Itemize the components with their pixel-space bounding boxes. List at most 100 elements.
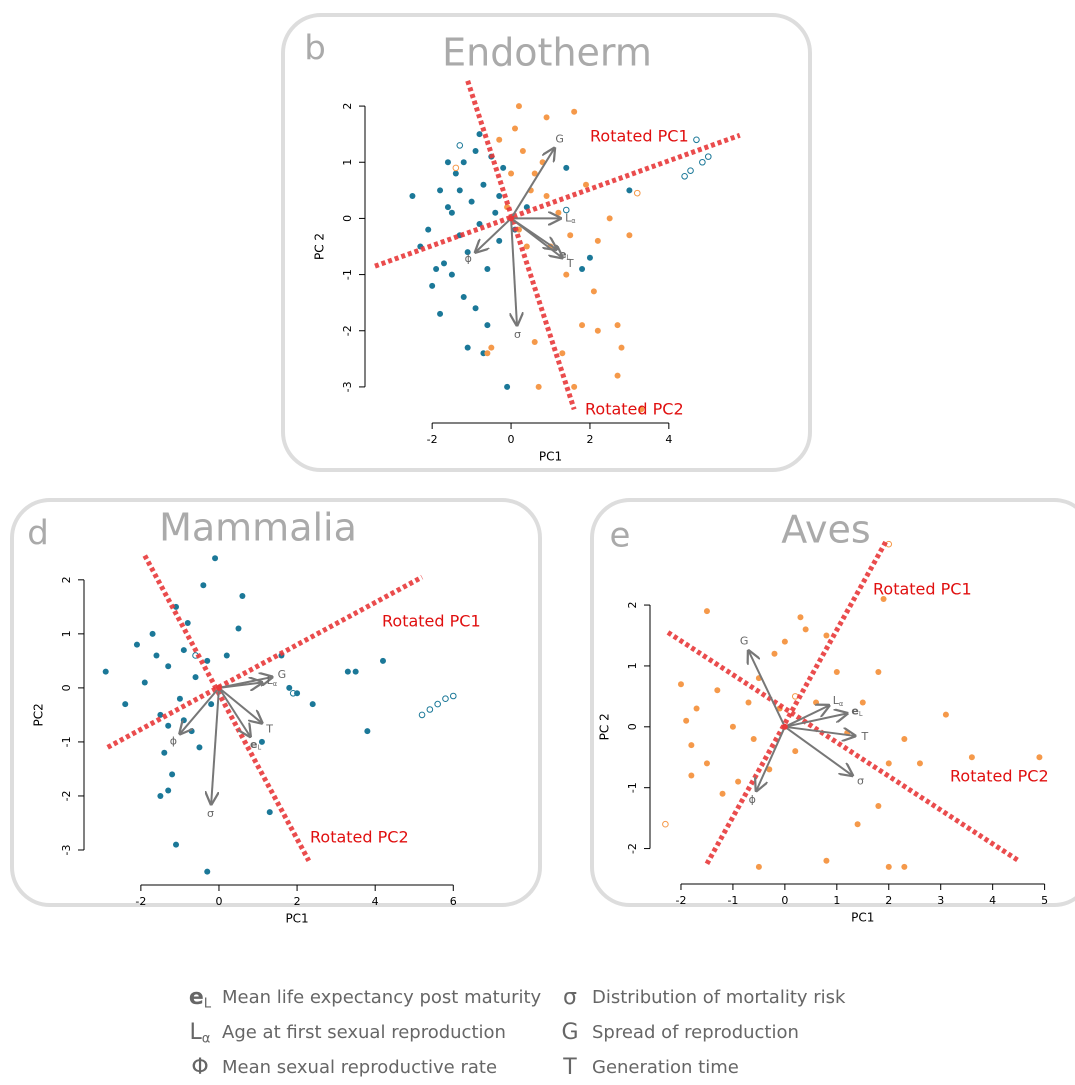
data-point (626, 232, 633, 239)
data-point (165, 722, 172, 729)
data-point (426, 706, 434, 713)
data-point (496, 192, 503, 199)
x-axis-label: PC1 (285, 912, 308, 926)
arrow-label-subscript: L (859, 710, 863, 718)
panel-title: Endotherm (442, 31, 652, 75)
x-tick-label: 4 (665, 433, 672, 446)
data-point (703, 760, 710, 767)
data-point (409, 192, 416, 199)
data-point (379, 657, 386, 664)
data-point (200, 582, 207, 589)
data-point (797, 614, 804, 621)
y-tick-label: 1 (626, 662, 639, 669)
data-point (942, 711, 949, 718)
data-point (496, 136, 503, 143)
data-point (1036, 754, 1043, 761)
data-point (492, 209, 499, 216)
data-point (418, 711, 426, 719)
x-tick-label: 2 (885, 894, 892, 907)
data-point (188, 728, 195, 735)
panel-frame (10, 498, 542, 907)
data-point (875, 669, 882, 676)
data-point (618, 344, 625, 351)
data-point (563, 164, 570, 171)
data-point (885, 863, 892, 870)
data-point (157, 792, 164, 799)
arrow-label: ϕ (749, 793, 756, 806)
data-point (364, 728, 371, 735)
legend-symbol-subscript: L (204, 997, 212, 1012)
legend-text: Distribution of mortality risk (592, 987, 846, 1008)
legend-text: Mean life expectancy post maturity (222, 987, 542, 1008)
data-point (543, 114, 550, 121)
data-point (212, 555, 219, 562)
y-tick-label: 1 (341, 159, 354, 166)
panel-frame (590, 498, 1075, 907)
x-tick-label: 4 (372, 895, 379, 908)
data-point (204, 657, 211, 664)
data-point (916, 760, 923, 767)
data-point (180, 717, 187, 724)
y-axis-label: PC 2 (313, 233, 327, 260)
arrow-label-symbol: ϕ (465, 252, 472, 265)
rotated-axis (704, 539, 889, 865)
x-axis-label: PC1 (851, 911, 874, 925)
legend-symbol-symbol: T (562, 1055, 577, 1080)
data-point (579, 322, 586, 329)
rotated-axis (666, 630, 1021, 863)
x-tick-label: 0 (215, 895, 222, 908)
data-point (184, 620, 191, 627)
data-point (504, 383, 511, 390)
legend-symbol: σ (563, 985, 577, 1010)
x-tick-label: 2 (586, 433, 593, 446)
data-point (579, 265, 586, 272)
legend-symbol-symbol: G (561, 1020, 578, 1045)
y-tick-label: -1 (60, 736, 73, 747)
legend-symbol: Lα (190, 1020, 211, 1047)
data-point (662, 820, 669, 828)
data-point (352, 668, 359, 675)
data-point (880, 595, 887, 602)
legend-symbol: T (562, 1055, 577, 1080)
arrow-label-symbol: e (851, 704, 858, 717)
data-point (571, 383, 578, 390)
arrow-label-symbol: T (265, 722, 273, 735)
data-point (704, 153, 712, 160)
y-tick-label: 0 (626, 723, 639, 730)
legend-text: Generation time (592, 1057, 739, 1078)
panel-letter: d (27, 514, 49, 554)
data-point (266, 809, 273, 816)
data-point (586, 254, 593, 261)
data-point (141, 679, 148, 686)
data-point (854, 821, 861, 828)
data-point (508, 170, 515, 177)
y-tick-label: -3 (60, 844, 73, 855)
data-point (559, 350, 566, 357)
data-point (173, 841, 180, 848)
data-point (169, 771, 176, 778)
data-point (901, 735, 908, 742)
rotated-axis-label: Rotated PC1 (382, 612, 481, 631)
legend-symbol-symbol: σ (563, 985, 577, 1010)
data-point (452, 170, 459, 177)
data-point (523, 243, 530, 250)
data-point (344, 668, 351, 675)
arrow-label: σ (857, 774, 864, 787)
y-tick-label: 2 (341, 103, 354, 110)
y-tick-label: -1 (341, 269, 354, 280)
data-point (688, 772, 695, 779)
data-point (901, 863, 908, 870)
rotated-axis (142, 554, 311, 862)
arrow-label: σ (514, 328, 521, 341)
data-point (456, 187, 463, 194)
y-axis-label: PC2 (32, 703, 46, 726)
x-tick-label: 5 (1041, 894, 1048, 907)
arrow-label: ϕ (465, 252, 472, 265)
origin (781, 723, 788, 730)
data-point (703, 608, 710, 615)
data-point (688, 742, 695, 749)
arrow-label-symbol: σ (207, 807, 214, 820)
loading-arrow (211, 687, 220, 804)
data-point (223, 652, 230, 659)
